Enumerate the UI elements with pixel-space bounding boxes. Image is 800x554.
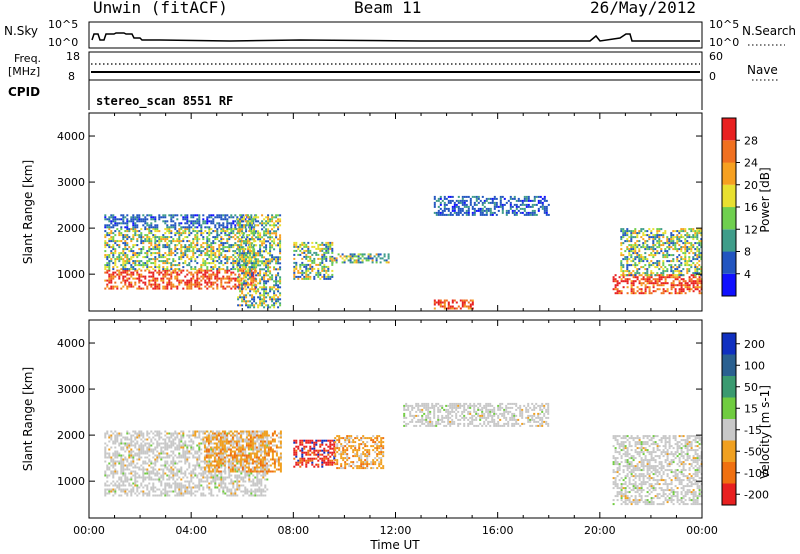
scatter-region (334, 435, 385, 470)
nsky-panel-frame (88, 21, 703, 49)
colorbar-swatch (722, 419, 736, 441)
ytick-label: 2000 (57, 222, 85, 235)
xtick-label: 04:00 (175, 524, 207, 537)
colorbar-tick-label: 15 (744, 402, 758, 415)
scatter-region (433, 195, 550, 216)
nsky-tick-top: 10^5 (48, 18, 79, 31)
colorbar-tick-label: 50 (744, 381, 758, 394)
velocity-colorbar: 200 100 50 15 -15 -50 -100 -200 (721, 332, 769, 506)
ytick-label: 1000 (57, 475, 85, 488)
colorbar-swatch (722, 376, 736, 398)
scatter-region (293, 439, 336, 468)
power-data (104, 195, 703, 310)
colorbar-tick-label: -15 (744, 424, 762, 437)
scatter-region (331, 253, 390, 264)
scatter-region (433, 299, 474, 310)
ytick-label: 4000 (57, 130, 85, 143)
colorbar-swatch (722, 333, 736, 355)
nave-label: Nave (747, 63, 778, 77)
colorbar-swatch (722, 140, 736, 163)
colorbar-swatch (722, 162, 736, 185)
scatter-region (104, 228, 257, 271)
colorbar-swatch (722, 184, 736, 208)
power-axes: 1000 2000 3000 4000 (57, 113, 703, 311)
scatter-region (612, 435, 703, 506)
colorbar-tick-label: 4 (744, 268, 751, 281)
colorbar-tick-label: 28 (744, 134, 758, 147)
nsearch-tick-bottom: 10^0 (709, 36, 740, 49)
nsky-trace (91, 32, 700, 42)
xtick-label: 08:00 (277, 524, 309, 537)
colorbar-tick-label: -200 (744, 488, 769, 501)
ytick-label: 3000 (57, 176, 85, 189)
colorbar-swatch (722, 462, 736, 484)
xtick-label: 00:00 (686, 524, 718, 537)
scatter-region (403, 402, 550, 427)
colorbar-swatch (722, 273, 736, 297)
nsky-label: N.Sky (4, 24, 39, 38)
velocity-axes: 1000 2000 3000 4000 00:00 04:00 08:00 12:00 16:0… (57, 320, 718, 537)
scatter-region (620, 228, 703, 277)
scatter-region (293, 241, 334, 280)
colorbar-swatch (722, 397, 736, 419)
freq-tick-bottom: 8 (68, 70, 75, 83)
xtick-label: 20:00 (584, 524, 616, 537)
velocity-cbar-label: Velocity [m s-1] (758, 385, 772, 479)
freq-unit-label: [MHz] (8, 65, 41, 78)
colorbar-swatch (722, 118, 736, 141)
colorbar-tick-label: 24 (744, 157, 758, 170)
power-cbar-label: Power [dB] (758, 167, 772, 232)
ytick-label: 2000 (57, 429, 85, 442)
colorbar-tick-label: 100 (744, 359, 765, 372)
xtick-label: 00:00 (73, 524, 105, 537)
colorbar-frame (721, 332, 737, 506)
colorbar-tick-label: 8 (744, 246, 751, 259)
scatter-region (104, 269, 257, 290)
colorbar-swatch (722, 207, 736, 230)
nave-tick-bottom: 0 (709, 70, 716, 83)
colorbar-swatch (722, 251, 736, 274)
colorbar-tick-label: -50 (744, 445, 762, 458)
scatter-region (104, 214, 257, 229)
xtick-label: 12:00 (380, 524, 412, 537)
ytick-label: 4000 (57, 337, 85, 350)
scatter-region (237, 214, 282, 309)
nsearch-label: N.Search (742, 24, 797, 38)
cpid-label: CPID (8, 85, 41, 99)
nsearch-tick-top: 10^5 (709, 18, 740, 31)
nsky-tick-bottom: 10^0 (48, 36, 79, 49)
freq-tick-top: 18 (66, 50, 80, 63)
scatter-region (203, 430, 282, 473)
colorbar-tick-label: 12 (744, 223, 758, 236)
cpid-text: stereo_scan 8551 RF (96, 94, 234, 108)
xtick-label: 16:00 (482, 524, 514, 537)
velocity-ylabel: Slant Range [km] (21, 367, 35, 471)
colorbar-swatch (722, 440, 736, 462)
freq-panel-frame (88, 51, 703, 81)
colorbar-tick-label: 20 (744, 179, 758, 192)
freq-label: Freq. (14, 52, 42, 65)
power-colorbar: 4 8 12 16 20 24 28 (721, 117, 758, 297)
colorbar-swatch (722, 483, 736, 505)
ytick-label: 3000 (57, 383, 85, 396)
velocity-data (104, 402, 703, 506)
power-ylabel: Slant Range [km] (21, 160, 35, 264)
colorbar-tick-label: -100 (744, 467, 769, 480)
date-title: 26/May/2012 (590, 0, 696, 17)
colorbar-swatch (722, 229, 736, 252)
station-title: Unwin (fitACF) (93, 0, 228, 17)
nave-tick-top: 60 (709, 50, 723, 63)
colorbar-tick-label: 200 (744, 338, 765, 351)
colorbar-tick-label: 16 (744, 201, 758, 214)
colorbar-swatch (722, 354, 736, 376)
time-xlabel: Time UT (369, 538, 420, 552)
scatter-region (612, 274, 703, 295)
ytick-label: 1000 (57, 268, 85, 281)
beam-title: Beam 11 (354, 0, 422, 17)
